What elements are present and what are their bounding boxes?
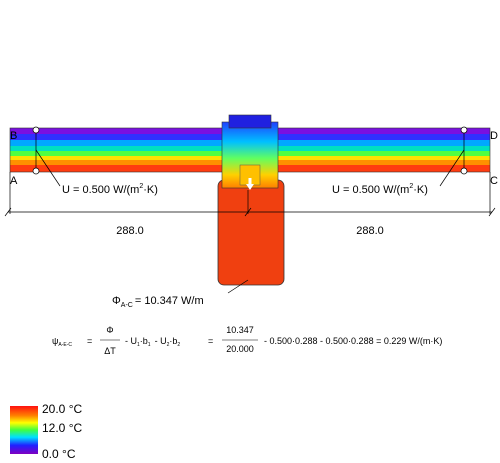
text-part: = (208, 336, 213, 346)
text-part: A-C (121, 302, 133, 309)
text-part: ·b (169, 336, 177, 346)
junction (217, 114, 285, 286)
text-part: = (87, 336, 92, 346)
text-part: 2 (409, 183, 413, 190)
text-part: 2 (167, 342, 170, 348)
text-part: ΔT (104, 346, 116, 356)
svg-text:- U1·b1- U2·b2: - U1·b1- U2·b2 (125, 336, 180, 348)
text-part: 2 (139, 183, 143, 190)
text-part: Φ (106, 325, 113, 335)
corner-label: C (490, 175, 498, 187)
text-part: 2 (177, 342, 180, 348)
text-part: ·K) (413, 184, 428, 196)
text-part: ·b (140, 336, 148, 346)
text-part: ·K) (143, 184, 158, 196)
text-part: - U (125, 336, 137, 346)
text-part: 1 (137, 342, 140, 348)
dimension: 288.0 (116, 225, 144, 237)
text-part: - U (155, 336, 167, 346)
corner-label: D (490, 130, 498, 142)
text-part: ψ (52, 336, 58, 346)
legend-label: 20.0 °C (42, 402, 82, 416)
dimension: 288.0 (356, 225, 384, 237)
text-part: Φ (112, 295, 121, 307)
corner-label: A (10, 175, 18, 187)
text-part: A-E-C (58, 342, 72, 348)
text-part: = 10.347 W/m (135, 295, 204, 307)
text-part: U = 0.500 W/(m (62, 184, 139, 196)
legend-scale (10, 406, 38, 454)
u-value: U = 0.500 W/(m2·K) (62, 183, 158, 196)
legend-label: 12.0 °C (42, 421, 82, 435)
u-value: U = 0.500 W/(m2·K) (332, 183, 428, 196)
flux: ΦA-C = 10.347 W/m (112, 295, 204, 309)
markers (4, 126, 496, 294)
text-part: - 0.500·0.288 - 0.500·0.288 = 0.229 W/(m… (264, 336, 442, 346)
text-part: 10.347 (226, 325, 254, 335)
text-part: U = 0.500 W/(m (332, 184, 409, 196)
corner-label: B (10, 130, 17, 142)
legend-label: 0.0 °C (42, 447, 76, 461)
text-part: 1 (148, 342, 151, 348)
text-part: 20.000 (226, 344, 254, 354)
svg-text:ψA-E-C: ψA-E-C (52, 336, 72, 348)
formula: ψA-E-C = Φ ΔT - U1·b1- U2·b2 = 10.347 20… (52, 325, 442, 356)
